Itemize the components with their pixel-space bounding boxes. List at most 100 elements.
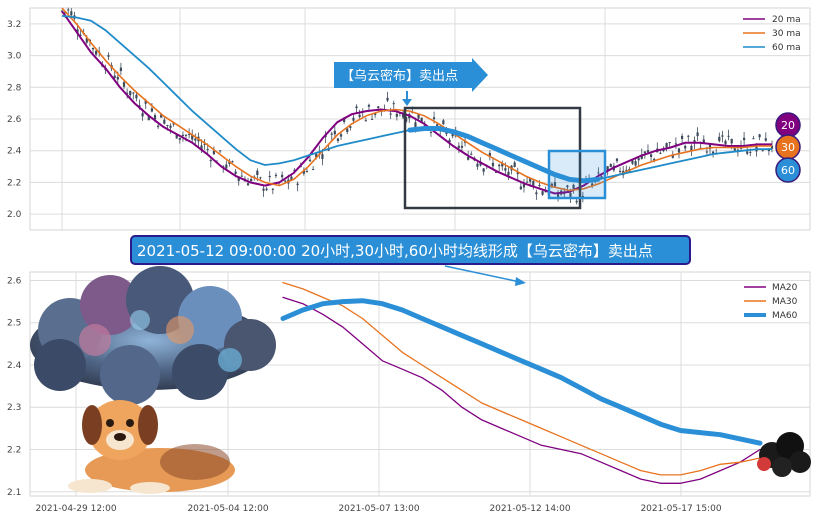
bottom-x-tick-label: 2021-05-07 13:00 xyxy=(338,504,419,514)
candle-body xyxy=(333,130,336,135)
candle-body xyxy=(649,154,653,157)
top-y-tick-label: 3.2 xyxy=(7,20,21,30)
candle-body xyxy=(203,143,206,145)
sell-callout: 【乌云密布】卖出点 xyxy=(334,58,488,106)
candle-body xyxy=(482,168,485,172)
candle-body xyxy=(293,169,296,172)
candle-body xyxy=(308,159,312,162)
candle-body xyxy=(194,138,197,141)
candle-body xyxy=(532,180,535,186)
candle-body xyxy=(191,135,194,140)
candle-body xyxy=(606,166,609,171)
candle-body xyxy=(494,171,498,173)
candle-body xyxy=(615,158,619,162)
callout-arrow-shape xyxy=(334,58,488,92)
top-line-20ma xyxy=(61,10,772,195)
candle-body xyxy=(677,148,681,153)
top-y-tick-label: 2.8 xyxy=(7,83,22,93)
candle-body xyxy=(116,76,119,80)
candle-body xyxy=(91,48,95,50)
candle-body xyxy=(302,170,305,174)
candle-body xyxy=(129,90,132,96)
candle-body xyxy=(389,113,392,115)
candle-body xyxy=(256,170,259,176)
candle-body xyxy=(126,92,129,94)
candle-body xyxy=(141,113,144,117)
candle-body xyxy=(535,192,538,195)
bottom-legend: MA20 MA30 MA60 xyxy=(744,283,798,321)
candle-body xyxy=(153,115,157,120)
bottom-x-tick-labels: 2021-04-29 12:00 2021-05-04 12:00 2021-05-… xyxy=(35,504,721,514)
candle-body xyxy=(209,159,212,162)
candle-body xyxy=(696,132,699,137)
candle-body xyxy=(150,108,154,112)
candle-body xyxy=(327,148,330,151)
candle-body xyxy=(702,139,705,144)
candle-body xyxy=(401,113,405,118)
ma-badges: 20 30 60 xyxy=(775,112,801,183)
candle-body xyxy=(572,184,575,189)
candle-body xyxy=(711,151,715,155)
candle-body xyxy=(67,9,70,11)
candle-body xyxy=(219,150,222,152)
candle-body xyxy=(618,170,622,172)
candle-body xyxy=(312,169,315,171)
candle-body xyxy=(374,112,377,115)
candle-body xyxy=(420,117,423,123)
candle-body xyxy=(181,134,185,137)
candle-body xyxy=(507,171,510,176)
top-y-tick-label: 2.0 xyxy=(7,210,22,220)
candle-body xyxy=(265,188,268,191)
legend-label-ma30: MA30 xyxy=(772,297,798,307)
bottom-y-tick-label: 2.4 xyxy=(7,361,22,371)
candle-body xyxy=(237,176,240,182)
bottom-ma-lines xyxy=(280,281,763,484)
candle-body xyxy=(70,11,73,16)
candle-body xyxy=(119,67,123,72)
candle-body xyxy=(659,152,662,154)
candle-body xyxy=(653,158,656,161)
candle-body xyxy=(184,134,188,136)
candle-body xyxy=(758,134,761,138)
bottom-x-tick-label: 2021-05-17 15:00 xyxy=(640,504,721,514)
candle-body xyxy=(188,134,191,136)
top-y-tick-label: 3.0 xyxy=(7,52,22,62)
candle-body xyxy=(566,185,569,188)
candle-body xyxy=(234,171,237,174)
candle-body xyxy=(665,143,668,148)
bottom-line-MA20 xyxy=(282,296,761,484)
candle-body xyxy=(79,34,82,36)
legend-label-ma20: MA20 xyxy=(772,283,798,293)
candle-body xyxy=(684,145,687,149)
candle-body xyxy=(305,171,309,173)
candle-body xyxy=(460,145,464,148)
bottom-line-MA60 xyxy=(280,298,763,446)
candle-body xyxy=(513,162,516,168)
candle-body xyxy=(668,142,671,144)
bottom-y-tick-label: 2.3 xyxy=(7,403,21,413)
candle-body xyxy=(414,122,417,127)
top-legend: 20 ma 30 ma 60 ma xyxy=(743,15,801,53)
top-y-tick-label: 2.4 xyxy=(7,147,22,157)
top-gridlines xyxy=(30,8,810,230)
candle-body xyxy=(646,150,650,153)
candle-body xyxy=(330,133,333,135)
candle-body xyxy=(225,164,228,169)
candle-body xyxy=(259,177,262,179)
candle-body xyxy=(296,183,299,186)
bottom-x-tick-label: 2021-05-04 12:00 xyxy=(187,504,268,514)
candle-body xyxy=(730,138,733,144)
legend-label-20ma: 20 ma xyxy=(772,15,801,25)
legend-label-30ma: 30 ma xyxy=(772,29,801,39)
candle-body xyxy=(498,164,501,167)
signal-banner: 2021-05-12 09:00:00 20小时,30小时,60小时均线形成【乌… xyxy=(130,235,691,286)
candle-body xyxy=(556,193,560,198)
top-y-tick-label: 2.6 xyxy=(7,115,22,125)
candle-body xyxy=(147,115,150,121)
candle-body xyxy=(144,100,147,104)
candle-body xyxy=(271,188,274,190)
candle-body xyxy=(377,106,380,108)
badge-30-label: 30 xyxy=(781,141,795,154)
candle-body xyxy=(64,12,67,14)
candle-body xyxy=(284,180,287,182)
